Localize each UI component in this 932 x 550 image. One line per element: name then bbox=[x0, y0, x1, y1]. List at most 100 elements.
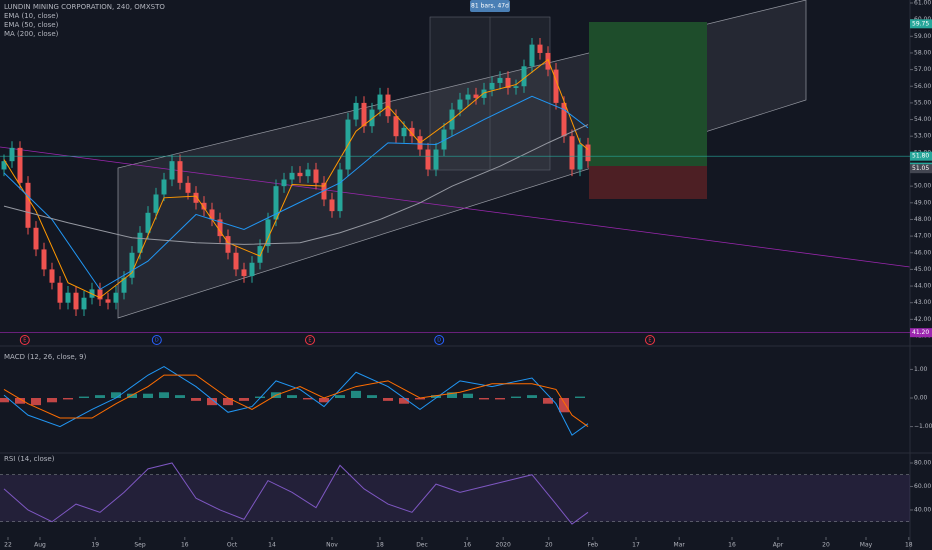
candle-body bbox=[113, 292, 119, 303]
candle-body bbox=[553, 69, 559, 103]
candle-body bbox=[513, 86, 519, 88]
x-tick-label: 2020 bbox=[496, 542, 511, 549]
event-marker bbox=[19, 335, 30, 345]
candle-body bbox=[289, 172, 295, 180]
event-label: D bbox=[437, 338, 441, 344]
macd-line bbox=[3, 374, 589, 427]
candle-body bbox=[377, 94, 383, 110]
y-tick-label: 1.00 bbox=[914, 366, 928, 373]
histogram-bar bbox=[287, 395, 297, 398]
legend-entry: EMA (10, close) bbox=[4, 12, 59, 20]
price-label: 51.05 bbox=[912, 165, 929, 172]
candle-body bbox=[49, 269, 55, 283]
histogram-bar bbox=[559, 398, 569, 413]
candle-body bbox=[473, 94, 479, 98]
histogram-bar bbox=[479, 398, 489, 400]
histogram-bar bbox=[111, 392, 121, 398]
event-marker bbox=[151, 335, 162, 345]
x-tick-label: 14 bbox=[268, 542, 276, 549]
candle-body bbox=[225, 236, 231, 253]
histogram-bar bbox=[431, 395, 441, 398]
candle-body bbox=[209, 209, 215, 220]
rsi-band bbox=[0, 474, 910, 522]
histogram-bar bbox=[351, 390, 361, 398]
candle-body bbox=[9, 147, 15, 162]
histogram-bar bbox=[575, 396, 585, 398]
histogram-bar bbox=[95, 395, 105, 398]
y-tick-label: 49.00 bbox=[914, 199, 931, 206]
candle-body bbox=[569, 136, 575, 170]
candle-body bbox=[217, 219, 223, 237]
histogram-bar bbox=[159, 392, 169, 398]
price-label: 41.20 bbox=[912, 329, 929, 336]
histogram-bar bbox=[47, 398, 57, 403]
x-tick-label: 16 bbox=[463, 542, 471, 549]
histogram-bar bbox=[527, 395, 537, 398]
candle-body bbox=[401, 127, 407, 137]
y-tick-label: 43.00 bbox=[914, 299, 931, 306]
histogram-bar bbox=[0, 398, 9, 403]
event-label: E bbox=[648, 338, 651, 344]
candle-body bbox=[273, 186, 279, 220]
x-tick-label: Apr bbox=[773, 542, 784, 549]
x-tick-label: Sep bbox=[134, 542, 146, 549]
histogram-bar bbox=[463, 393, 473, 398]
histogram-bar bbox=[127, 393, 137, 398]
histogram-bar bbox=[367, 395, 377, 398]
candle-body bbox=[393, 116, 399, 137]
candle-body bbox=[305, 169, 311, 177]
histogram-bar bbox=[543, 398, 553, 404]
candle-body bbox=[57, 282, 63, 303]
moving-average bbox=[3, 58, 589, 299]
y-tick-label: 54.00 bbox=[914, 116, 931, 123]
y-tick-label: 50.00 bbox=[914, 183, 931, 190]
measure-label: 81 bars, 47d bbox=[471, 3, 509, 10]
event-marker bbox=[645, 335, 655, 345]
pane-title: RSI (14, close) bbox=[4, 455, 55, 463]
histogram-bar bbox=[415, 398, 425, 400]
loss-zone bbox=[589, 166, 707, 199]
candle-body bbox=[1, 161, 7, 170]
candle-body bbox=[361, 102, 367, 127]
candle-body bbox=[153, 194, 159, 213]
candle-body bbox=[353, 102, 359, 120]
candle-body bbox=[233, 252, 239, 270]
x-tick-label: May bbox=[860, 542, 873, 549]
candle-body bbox=[193, 192, 199, 203]
x-tick-label: Oct bbox=[227, 542, 238, 549]
histogram-bar bbox=[15, 398, 25, 404]
event-label: E bbox=[23, 338, 26, 344]
histogram-bar bbox=[383, 398, 393, 401]
x-tick-label: Feb bbox=[587, 542, 598, 549]
moving-average bbox=[3, 124, 589, 245]
candle-body bbox=[17, 147, 23, 183]
candle-body bbox=[145, 212, 151, 233]
candle-body bbox=[585, 144, 591, 162]
candle-body bbox=[545, 52, 551, 70]
histogram-bar bbox=[191, 398, 201, 401]
histogram-bar bbox=[175, 395, 185, 398]
y-tick-label: 57.00 bbox=[914, 66, 931, 73]
y-tick-label: 61.00 bbox=[914, 0, 931, 6]
candle-body bbox=[521, 66, 527, 87]
y-tick-label: 40.00 bbox=[914, 506, 931, 513]
event-marker bbox=[434, 335, 445, 345]
candle-body bbox=[257, 246, 263, 263]
histogram-bar bbox=[79, 396, 89, 398]
price-label-bg bbox=[910, 328, 932, 338]
candle-body bbox=[489, 82, 495, 90]
x-tick-label: Aug bbox=[34, 542, 46, 549]
histogram-bar bbox=[319, 398, 329, 403]
event-label: D bbox=[155, 338, 159, 344]
price-label-bg bbox=[910, 151, 932, 161]
x-tick-label: 16 bbox=[728, 542, 736, 549]
legend-entry: EMA (50, close) bbox=[4, 21, 59, 29]
candle-body bbox=[385, 94, 391, 117]
candle-body bbox=[265, 219, 271, 247]
y-tick-label: 42.00 bbox=[914, 316, 931, 323]
candle-body bbox=[465, 94, 471, 100]
trend-line bbox=[0, 146, 911, 268]
candle-body bbox=[105, 299, 111, 303]
candle-body bbox=[97, 289, 103, 300]
candle-body bbox=[577, 144, 583, 170]
